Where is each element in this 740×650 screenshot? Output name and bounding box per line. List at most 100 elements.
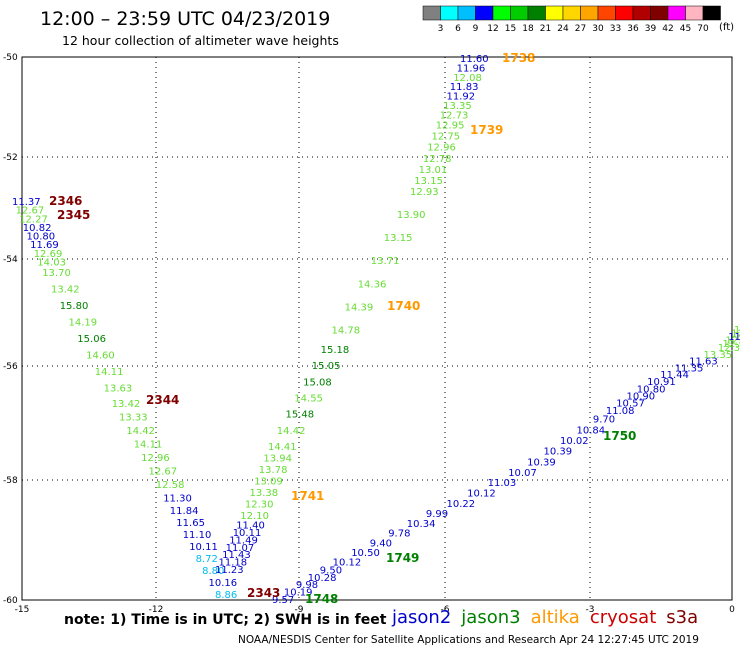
swh-value: 11.40 [236, 521, 265, 532]
map-frame [21, 56, 733, 601]
swh-value: 13.94 [263, 454, 292, 465]
swh-value: 12.13 [731, 329, 740, 340]
swh-value: 10.91 [647, 377, 676, 388]
legend-cryosat: cryosat [589, 607, 657, 628]
swh-value: 9.99 [426, 509, 448, 520]
swh-value: 11.18 [219, 558, 248, 569]
scale-label: 6 [455, 24, 461, 34]
swh-value: 14.03 [37, 258, 66, 269]
swh-value: 15.18 [321, 345, 350, 356]
swh-value: 8.72 [196, 554, 218, 565]
scale-swatch [580, 5, 599, 21]
swh-value: 11.60 [460, 54, 489, 65]
swh-value: 13.70 [42, 268, 71, 279]
swh-value: 12.95 [436, 121, 465, 132]
scale-label: 42 [662, 24, 673, 34]
swh-value: 11.92 [447, 92, 476, 103]
swh-value: 10.12 [467, 489, 496, 500]
swh-value: 12.69 [34, 249, 63, 260]
swh-value: 11.07 [226, 543, 255, 554]
swh-value: 12.78 [423, 154, 452, 165]
swh-value: 8.86 [215, 590, 237, 601]
swh-value: 11.44 [660, 370, 689, 381]
swh-value: 14.19 [69, 318, 98, 329]
lat-label: -52 [3, 153, 18, 163]
scale-label: 21 [540, 24, 551, 34]
scale-label: 12 [487, 24, 498, 34]
scale-swatch [545, 5, 564, 21]
page-title: 12:00 – 23:59 UTC 04/23/2019 [40, 8, 331, 30]
swh-value: 11.96 [457, 63, 486, 74]
scale-swatch [457, 5, 476, 21]
swh-value: 12.13 [723, 339, 740, 350]
swh-value: 13.35 [443, 101, 472, 112]
swh-value: 12.93 [410, 187, 439, 198]
swh-value: 15.05 [312, 361, 341, 372]
swh-value: 9.50 [320, 565, 342, 576]
time-label: 2345 [57, 208, 90, 222]
swh-value: 10.80 [637, 384, 666, 395]
swh-value: 14.60 [86, 351, 115, 362]
swh-value: 12.27 [19, 214, 48, 225]
scale-label: 27 [575, 24, 586, 34]
lon-label: -9 [295, 605, 304, 615]
swh-value: 10.90 [627, 392, 656, 403]
time-label: 1749 [386, 551, 419, 565]
lat-lon-grid [22, 57, 732, 600]
swh-value: 13.42 [51, 285, 80, 296]
swh-value: 14.55 [294, 394, 323, 405]
legend-jason3: jason3 [461, 607, 521, 628]
scale-swatch [527, 5, 546, 21]
swh-value: 12.31 [718, 343, 740, 354]
time-label: 1748 [305, 592, 338, 606]
swh-value: 9.57 [272, 595, 294, 606]
swh-value: 11.37 [12, 197, 41, 208]
swh-value: 10.02 [560, 436, 589, 447]
swh-value: 9.78 [388, 529, 410, 540]
swh-value: 14.11 [134, 439, 163, 450]
satellite-tracks: 11.3712.6712.2710.8210.8011.6912.6914.03… [12, 54, 740, 606]
footer-note: note: 1) Time is in UTC; 2) SWH is in fe… [64, 612, 387, 628]
swh-value: 10.19 [284, 588, 313, 599]
lat-label: -56 [3, 362, 18, 372]
scale-swatch [650, 5, 669, 21]
scale-swatch [685, 5, 704, 21]
scale-label: 33 [610, 24, 621, 34]
swh-value: 10.07 [508, 468, 537, 479]
swh-value: 10.12 [333, 558, 362, 569]
scale-label: 36 [627, 24, 639, 34]
swh-value: 13.35 [704, 350, 733, 361]
swh-value: 12.30 [245, 500, 274, 511]
swh-value: 13.71 [371, 256, 400, 267]
lat-label: -58 [3, 476, 18, 486]
lat-label: -60 [3, 596, 18, 606]
scale-label: 24 [557, 24, 569, 34]
swh-value: 13.38 [250, 488, 279, 499]
lon-label: 0 [729, 605, 735, 615]
scale-swatch [492, 5, 511, 21]
swh-value: 10.84 [577, 425, 606, 436]
lon-label: -6 [441, 605, 450, 615]
swh-value: 9.98 [296, 580, 318, 591]
swh-value: 14.11 [95, 367, 124, 378]
swh-value: 12.96 [427, 143, 456, 154]
scale-label: 3 [438, 24, 444, 34]
swh-value: 10.80 [27, 232, 56, 243]
time-label: 1738 [502, 51, 535, 65]
lat-label: -50 [3, 53, 18, 63]
swh-value: 10.50 [351, 548, 380, 559]
swh-value: 14.36 [358, 279, 387, 290]
swh-value: 8.80 [202, 566, 224, 577]
swh-value: 11.69 [30, 240, 59, 251]
swh-value: 13.78 [259, 465, 288, 476]
swh-value: 14.78 [332, 326, 361, 337]
swh-value: 13.01 [419, 165, 448, 176]
scale-swatch [562, 5, 581, 21]
time-label: 1739 [470, 123, 503, 137]
scale-swatch [702, 5, 721, 21]
swh-value: 12.40 [725, 336, 740, 347]
time-label: 1741 [291, 489, 324, 503]
swh-value: 10.16 [209, 578, 238, 589]
